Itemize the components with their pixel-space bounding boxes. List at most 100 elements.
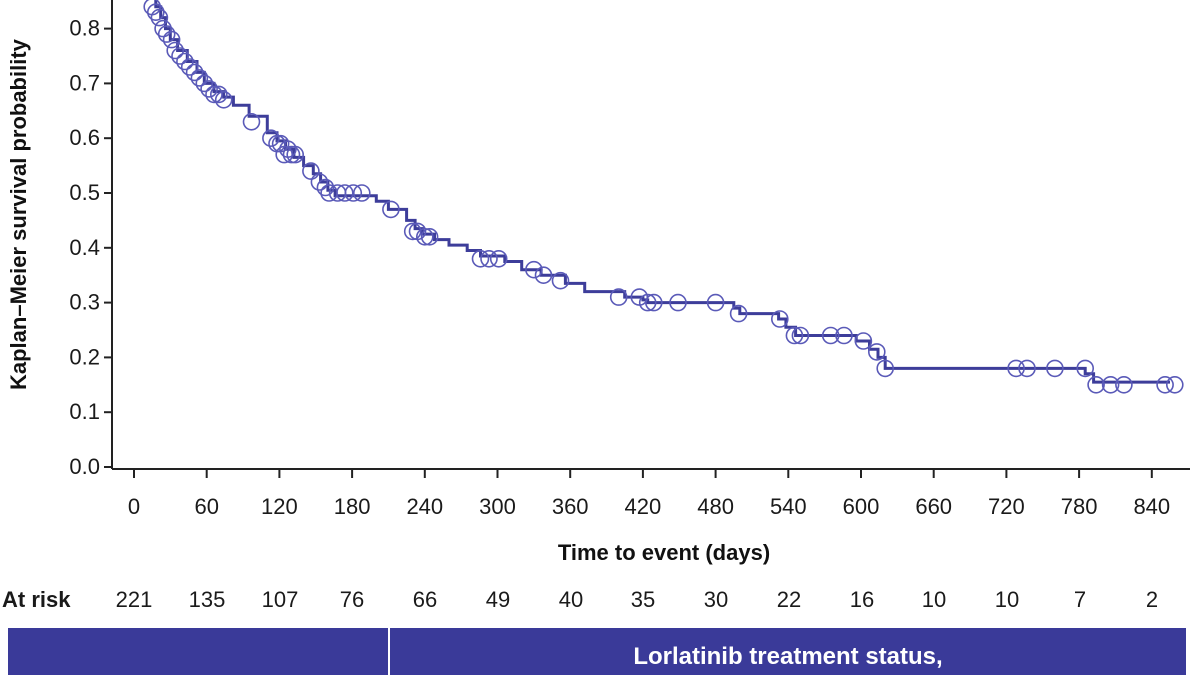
censor-mark xyxy=(867,343,886,361)
status-band-label: Lorlatinib treatment status, xyxy=(390,628,1186,675)
censor-marks xyxy=(143,0,1184,394)
censor-mark xyxy=(791,326,810,345)
x-tick-label: 840 xyxy=(1133,494,1170,519)
x-tick-label: 600 xyxy=(843,494,880,519)
censor-mark xyxy=(335,184,354,202)
y-tick-label: 0.7 xyxy=(69,70,100,95)
censor-mark xyxy=(415,228,434,246)
censor-mark xyxy=(190,69,209,87)
censor-mark xyxy=(669,293,687,312)
x-tick-label: 540 xyxy=(770,494,807,519)
censor-mark xyxy=(420,228,439,246)
censor-mark xyxy=(205,85,223,104)
censor-mark xyxy=(1007,359,1025,378)
censor-mark xyxy=(166,41,184,60)
x-tick-label: 720 xyxy=(988,494,1025,519)
x-tick-label: 240 xyxy=(406,494,443,519)
x-tick-label: 780 xyxy=(1061,494,1098,519)
censor-mark xyxy=(1115,375,1133,394)
censor-mark xyxy=(316,178,335,197)
y-tick-label: 0.1 xyxy=(69,399,100,424)
censor-mark xyxy=(489,249,508,268)
censor-mark xyxy=(1087,375,1105,394)
x-tick-label: 0 xyxy=(128,494,140,519)
censor-mark xyxy=(770,310,789,328)
x-tick-label: 300 xyxy=(479,494,516,519)
y-tick-label: 0.4 xyxy=(69,235,100,260)
x-axis-group: 0 60 120 180 240 300 360 420 480 540 600 660 720 780 8… xyxy=(112,468,1190,519)
censor-mark xyxy=(729,304,748,323)
censor-mark xyxy=(286,145,305,164)
at-risk-count-720: 10 xyxy=(994,587,1020,612)
censor-mark xyxy=(471,249,490,268)
x-tick-label: 660 xyxy=(915,494,952,519)
x-tick-label: 60 xyxy=(194,494,218,519)
censor-mark xyxy=(214,91,233,109)
censor-mark xyxy=(525,260,543,279)
at-risk-count-780: 7 xyxy=(1073,587,1087,612)
at-risk-count-420: 35 xyxy=(630,587,656,612)
at-risk-count-120: 107 xyxy=(261,587,299,612)
censor-mark xyxy=(162,30,181,49)
y-tick-label: 0.2 xyxy=(69,344,100,369)
censor-mark xyxy=(854,332,873,350)
censor-mark xyxy=(403,222,422,241)
at-risk-count-600: 16 xyxy=(849,587,875,612)
censor-mark xyxy=(344,184,363,202)
censor-mark xyxy=(154,19,172,38)
censor-mark xyxy=(157,25,176,43)
censor-mark xyxy=(706,293,725,312)
censor-mark xyxy=(644,293,663,312)
censor-mark xyxy=(147,3,165,21)
y-axis-title: Kaplan–Meier survival probability xyxy=(6,38,31,390)
censor-mark xyxy=(302,162,320,180)
censor-mark xyxy=(180,58,199,76)
censor-mark xyxy=(835,326,853,345)
censor-mark xyxy=(352,184,371,202)
at-risk-count-480: 30 xyxy=(703,587,729,612)
censor-mark xyxy=(609,288,628,306)
at-risk-count-360: 40 xyxy=(558,587,584,612)
censor-mark xyxy=(534,266,553,285)
x-tick-label: 360 xyxy=(552,494,589,519)
y-tick-label: 0.0 xyxy=(69,454,100,479)
censor-mark xyxy=(171,47,189,65)
at-risk-count-840: 2 xyxy=(1145,587,1159,612)
censor-mark xyxy=(150,8,169,27)
censor-mark xyxy=(551,271,570,290)
at-risk-count-300: 49 xyxy=(485,587,511,612)
x-tick-label: 180 xyxy=(334,494,371,519)
kaplan-meier-chart: 0.0 0.1 0.2 0.3 0.4 0.5 0.6 0.7 0.8 0 60 120 180 240… xyxy=(6,0,1190,565)
y-tick-label: 0.5 xyxy=(69,180,100,205)
censor-mark xyxy=(1156,375,1174,394)
censor-mark xyxy=(210,85,228,104)
km-survival-curve xyxy=(154,0,1170,384)
censor-mark xyxy=(310,173,329,191)
at-risk-count-0: 221 xyxy=(115,587,153,612)
x-tick-label: 120 xyxy=(261,494,298,519)
y-tick-label: 0.3 xyxy=(69,290,100,315)
at-risk-count-660: 10 xyxy=(921,587,947,612)
status-band-left xyxy=(8,628,388,675)
censor-mark xyxy=(480,249,498,268)
at-risk-count-240: 66 xyxy=(412,587,438,612)
y-axis-group: 0.0 0.1 0.2 0.3 0.4 0.5 0.6 0.7 0.8 xyxy=(69,0,113,479)
censor-mark xyxy=(876,359,895,378)
censor-mark xyxy=(382,200,400,219)
x-tick-label: 420 xyxy=(625,494,662,519)
x-tick-label: 480 xyxy=(697,494,734,519)
censor-mark xyxy=(1076,359,1094,378)
censor-mark xyxy=(185,63,204,82)
at-risk-count-540: 22 xyxy=(776,587,802,612)
at-risk-count-180: 76 xyxy=(339,587,365,612)
censor-mark xyxy=(262,129,280,147)
at-risk-row: At risk 221 135 107 76 66 49 40 35 30 22… xyxy=(0,584,1200,616)
censor-mark xyxy=(200,80,218,98)
censor-mark xyxy=(1101,375,1120,394)
y-tick-label: 0.6 xyxy=(69,125,100,150)
y-tick-label: 0.8 xyxy=(69,16,100,41)
censor-mark xyxy=(275,145,294,164)
censor-mark xyxy=(195,74,214,93)
censor-mark xyxy=(282,145,301,164)
x-axis-title: Time to event (days) xyxy=(558,540,770,565)
